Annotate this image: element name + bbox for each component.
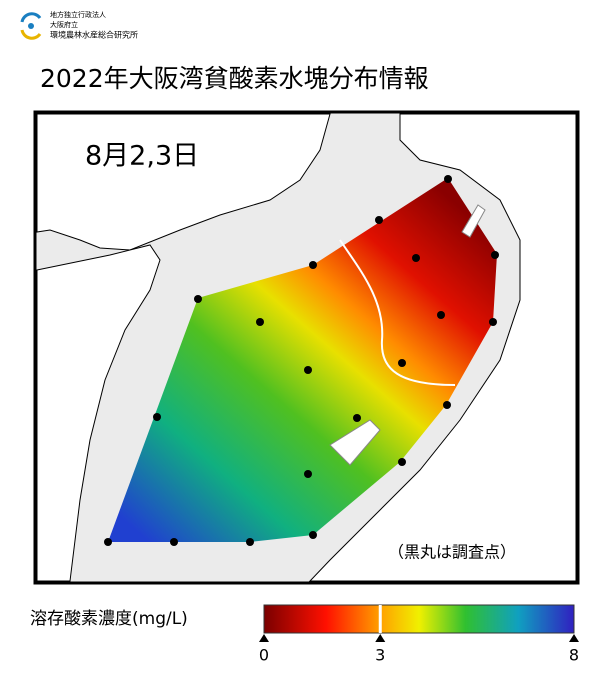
colorbar [263, 604, 575, 634]
note: （黒丸は調査点） [388, 543, 516, 562]
org-line: 大阪府立 [50, 20, 78, 29]
title: 2022年大阪湾貧酸素水塊分布情報 [40, 64, 429, 93]
org-line: 地方独立行政法人 [50, 10, 106, 19]
legend-label: 溶存酸素濃度(mg/L) [30, 609, 188, 629]
tick-label: 0 [259, 646, 269, 665]
tick-mark [375, 634, 386, 642]
tick-label: 8 [569, 646, 579, 665]
colorbar-ticks: 0 3 8 [259, 605, 579, 665]
tick-mark [259, 634, 269, 642]
tick-mark [569, 634, 579, 642]
org-line: 環境農林水産総合研究所 [50, 30, 138, 40]
tick-label: 3 [375, 646, 385, 665]
logo [20, 12, 42, 40]
map: 8月2,3日 （黒丸は調査点） [33, 110, 580, 585]
date: 8月2,3日 [85, 141, 199, 172]
